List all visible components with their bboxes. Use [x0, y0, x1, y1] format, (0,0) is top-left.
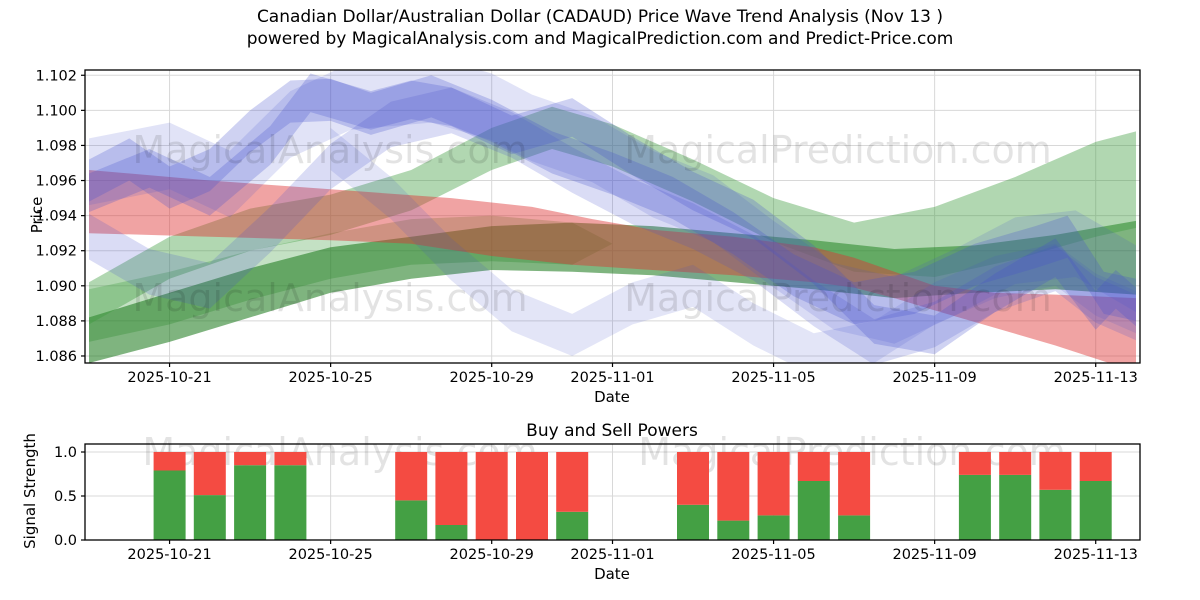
price-band-blue-wave-3 [89, 70, 1136, 344]
sell-bar-segment [516, 452, 548, 540]
signal-strength-axis-label: Signal Strength [21, 433, 39, 549]
sell-bar-segment [234, 452, 267, 466]
bottom-x-tick-label: 2025-10-29 [450, 547, 534, 563]
sell-bar-segment [1079, 452, 1112, 481]
top-y-tick-label: 1.100 [35, 103, 77, 119]
watermark-text: MagicalAnalysis.com [132, 128, 527, 172]
bottom-x-tick-label: 2025-11-13 [1054, 547, 1138, 563]
bottom-x-tick-label: 2025-10-25 [288, 547, 372, 563]
price-band-green-band-dark [89, 220, 1136, 363]
bottom-y-tick-label: 0.0 [54, 533, 77, 549]
watermark-text: MagicalPrediction.com [624, 276, 1052, 320]
top-y-tick-label: 1.102 [35, 68, 77, 84]
sell-bar-segment [395, 452, 428, 501]
price-band-red-band [89, 170, 1136, 363]
buy-bar-segment [797, 481, 830, 540]
top-x-tick-label: 2025-11-05 [731, 370, 815, 386]
buy-bar-segment [1039, 489, 1072, 540]
bottom-x-tick-label: 2025-11-09 [892, 547, 976, 563]
top-y-tick-label: 1.098 [35, 138, 77, 154]
sell-bar-segment [958, 452, 991, 475]
buy-bar-segment [153, 470, 186, 540]
top-y-tick-label: 1.086 [35, 349, 77, 365]
top-x-tick-label: 2025-10-21 [127, 370, 211, 386]
sell-bar-segment [838, 452, 871, 516]
price-axis-label: Price [28, 196, 46, 234]
top-y-tick-label: 1.094 [35, 209, 77, 225]
buy-bar-segment [677, 504, 709, 540]
bottom-y-tick-label: 1.0 [54, 445, 77, 461]
bottom-y-tick-label: 0.5 [54, 489, 77, 505]
top-x-tick-label: 2025-10-29 [450, 370, 534, 386]
figure-title-line1: Canadian Dollar/Australian Dollar (CADAU… [256, 7, 944, 27]
sell-bar-segment [193, 452, 226, 496]
top-x-tick-label: 2025-11-09 [892, 370, 976, 386]
top-x-tick-label: 2025-11-01 [570, 370, 654, 386]
buy-bar-segment [717, 520, 750, 540]
sell-bar-segment [153, 452, 186, 471]
price-band-blue-wave-2 [89, 73, 1136, 355]
sell-bar-segment [757, 452, 790, 516]
watermark-text: MagicalAnalysis.com [132, 276, 527, 320]
price-band-blue-wave-4 [89, 87, 1136, 363]
top-x-tick-label: 2025-11-13 [1054, 370, 1138, 386]
bottom-date-axis-label: Date [594, 565, 630, 583]
figure-title: Canadian Dollar/Australian Dollar (CADAU… [0, 6, 1200, 50]
bottom-x-tick-label: 2025-10-21 [127, 547, 211, 563]
top-x-tick-label: 2025-10-25 [288, 370, 372, 386]
buy-bar-segment [234, 465, 267, 540]
buy-bar-segment [1079, 481, 1112, 540]
price-band-layer [89, 70, 1136, 363]
top-date-axis-label: Date [594, 388, 630, 406]
price-band-green-band-light [89, 106, 1136, 325]
sell-bar-segment [677, 452, 709, 505]
sell-bar-segment [999, 452, 1032, 475]
sell-bar-segment [435, 452, 468, 525]
watermark-text: MagicalPrediction.com [624, 128, 1052, 172]
buy-bar-segment [757, 515, 790, 540]
buy-bar-segment [193, 495, 226, 540]
top-y-tick-label: 1.090 [35, 279, 77, 295]
buy-bar-segment [274, 465, 307, 540]
figure-title-line2: powered by MagicalAnalysis.com and Magic… [246, 29, 954, 49]
buy-bar-segment [395, 500, 428, 540]
bottom-x-tick-label: 2025-11-01 [570, 547, 654, 563]
top-y-tick-label: 1.092 [35, 244, 77, 260]
buy-bar-segment [556, 511, 589, 540]
buy-bar-segment [838, 515, 871, 540]
buy-bar-segment [999, 474, 1032, 540]
buy-bar-segment [435, 525, 468, 540]
bottom-chart-title: Buy and Sell Powers [526, 421, 698, 441]
price-band-blue-wave-5 [330, 127, 1136, 363]
sell-bar-segment [556, 452, 589, 512]
sell-bar-segment [475, 452, 508, 540]
sell-bar-segment [1039, 452, 1072, 490]
top-y-tick-label: 1.088 [35, 314, 77, 330]
buy-bar-segment [958, 474, 991, 540]
sell-bar-segment [797, 452, 830, 481]
top-y-tick-label: 1.096 [35, 174, 77, 190]
sell-bar-segment [274, 452, 307, 466]
bottom-x-tick-label: 2025-11-05 [731, 547, 815, 563]
sell-bar-segment [717, 452, 750, 521]
